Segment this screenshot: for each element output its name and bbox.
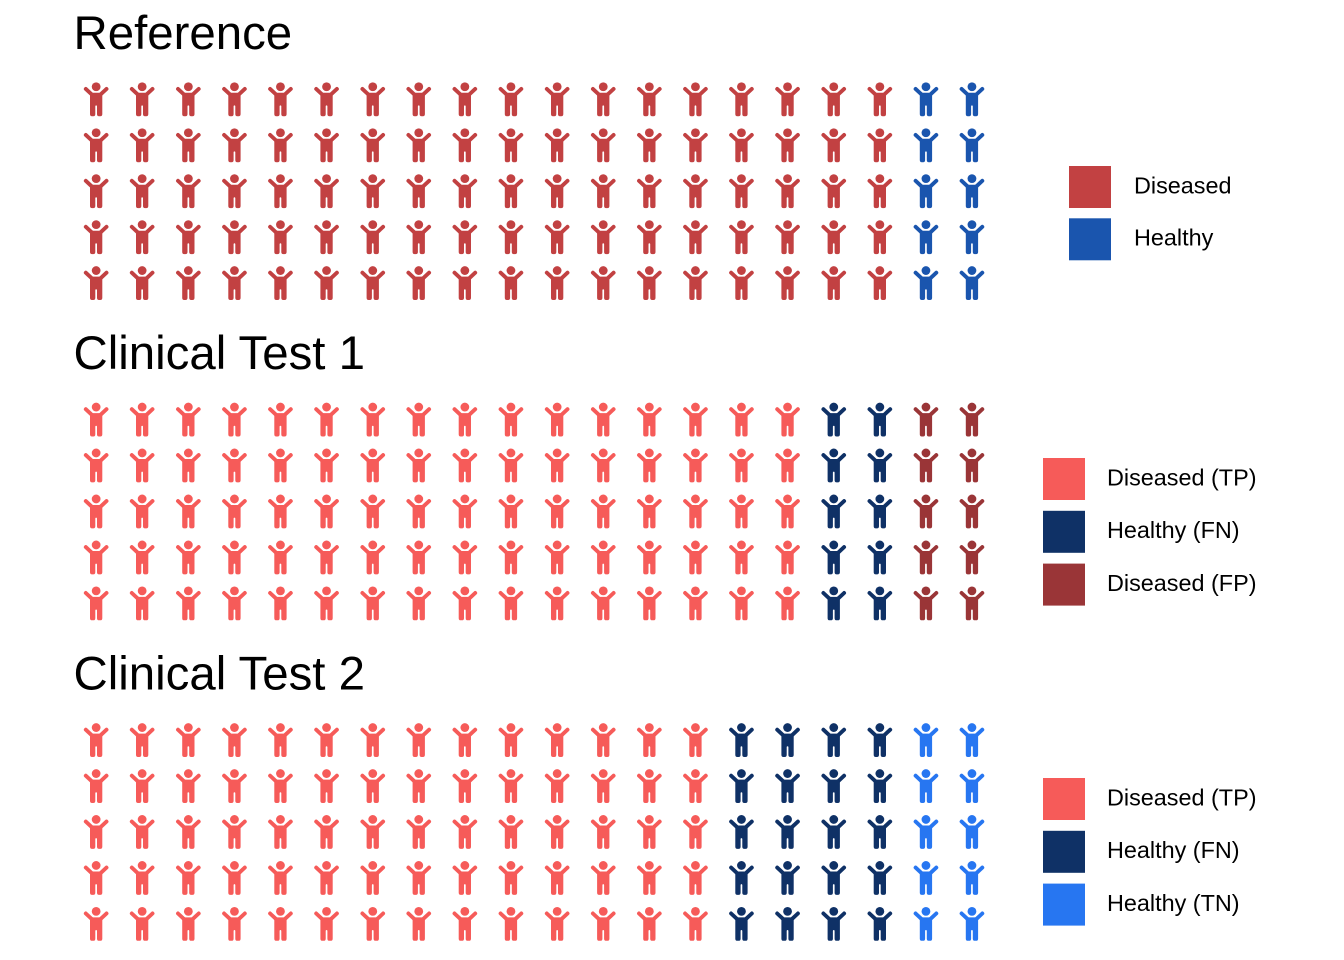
svg-text:Healthy (FN): Healthy (FN) (1107, 517, 1240, 543)
svg-text:Diseased (FP): Diseased (FP) (1107, 570, 1256, 596)
svg-text:Clinical Test 2: Clinical Test 2 (74, 648, 366, 701)
svg-text:Healthy: Healthy (1134, 225, 1214, 251)
svg-text:Healthy (FN): Healthy (FN) (1107, 837, 1240, 863)
svg-text:Clinical Test 1: Clinical Test 1 (74, 327, 366, 380)
svg-text:Diseased: Diseased (1134, 172, 1232, 198)
svg-text:Reference: Reference (74, 7, 293, 60)
svg-text:Healthy (TN): Healthy (TN) (1107, 890, 1240, 916)
svg-text:Diseased (TP): Diseased (TP) (1107, 784, 1256, 810)
svg-text:Diseased (TP): Diseased (TP) (1107, 464, 1256, 490)
